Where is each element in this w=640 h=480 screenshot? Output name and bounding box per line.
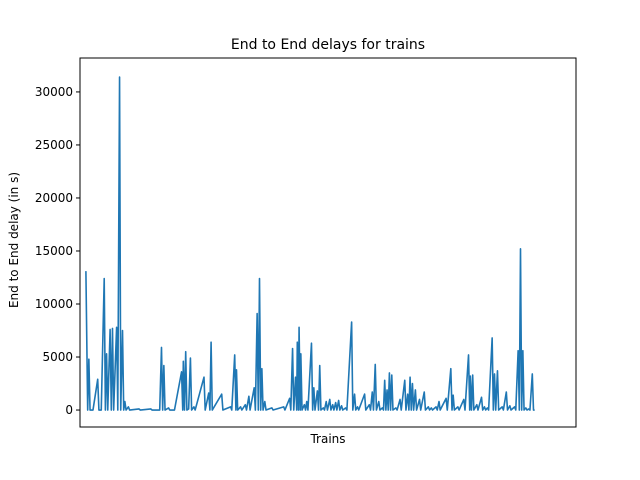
series-layer bbox=[85, 76, 535, 411]
x-axis-label: Trains bbox=[309, 432, 345, 446]
y-tick-label: 10000 bbox=[35, 297, 73, 311]
chart-title: End to End delays for trains bbox=[231, 37, 425, 53]
y-tick-label: 25000 bbox=[35, 138, 73, 152]
y-tick-label: 20000 bbox=[35, 191, 73, 205]
series-line-0 bbox=[85, 76, 535, 411]
y-tick-label: 30000 bbox=[35, 85, 73, 99]
y-axis: 0 5000 10000 15000 20000 25000 30000 bbox=[35, 85, 80, 417]
plot-area bbox=[79, 57, 577, 428]
y-tick-label: 15000 bbox=[35, 244, 73, 258]
y-tick-label: 0 bbox=[65, 403, 73, 417]
y-tick-label: 5000 bbox=[42, 350, 73, 364]
y-axis-label: End to End delay (in s) bbox=[7, 172, 21, 308]
plot-frame bbox=[79, 57, 577, 428]
